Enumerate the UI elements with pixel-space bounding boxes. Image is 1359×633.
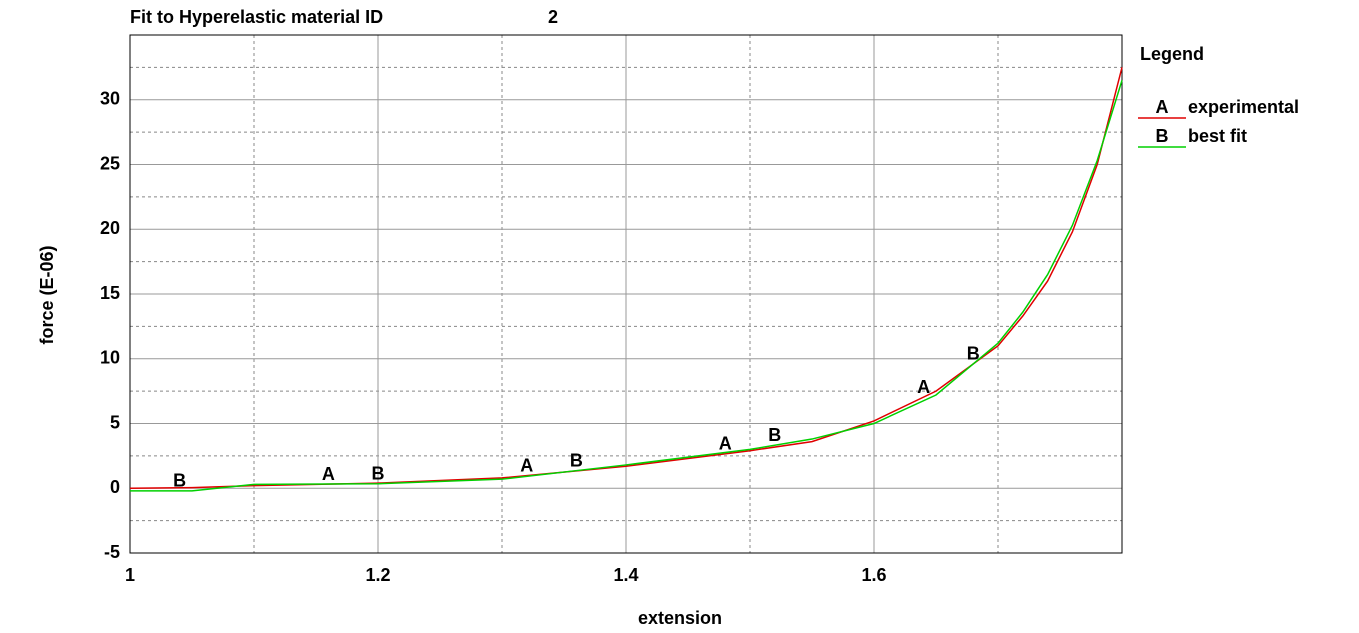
y-tick-label: 15: [100, 283, 120, 303]
legend-label: best fit: [1188, 126, 1247, 146]
legend-marker: B: [1156, 126, 1169, 146]
x-tick-label: 1.2: [365, 565, 390, 585]
series-marker: A: [520, 455, 533, 475]
series-line: [130, 80, 1123, 492]
chart-title: Fit to Hyperelastic material ID: [130, 7, 383, 27]
series-marker: B: [768, 425, 781, 445]
legend-marker: A: [1156, 97, 1169, 117]
y-tick-label: 0: [110, 477, 120, 497]
material-id: 2: [548, 7, 558, 27]
y-axis-label: force (E-06): [37, 245, 57, 344]
y-tick-label: -5: [104, 542, 120, 562]
series-marker: A: [322, 464, 335, 484]
legend-label: experimental: [1188, 97, 1299, 117]
series-marker: A: [917, 377, 930, 397]
series-marker: B: [967, 344, 980, 364]
x-tick-label: 1: [125, 565, 135, 585]
y-tick-label: 20: [100, 218, 120, 238]
y-tick-label: 30: [100, 89, 120, 109]
series-marker: B: [173, 471, 186, 491]
x-tick-label: 1.4: [613, 565, 638, 585]
legend-title: Legend: [1140, 44, 1204, 64]
y-tick-label: 25: [100, 153, 120, 173]
series-marker: B: [570, 450, 583, 470]
series-marker: B: [372, 463, 385, 483]
y-tick-label: 10: [100, 348, 120, 368]
y-tick-label: 5: [110, 412, 120, 432]
series-marker: A: [719, 434, 732, 454]
x-axis-label: extension: [638, 608, 722, 628]
x-tick-label: 1.6: [861, 565, 886, 585]
plot-frame: [129, 34, 1123, 554]
